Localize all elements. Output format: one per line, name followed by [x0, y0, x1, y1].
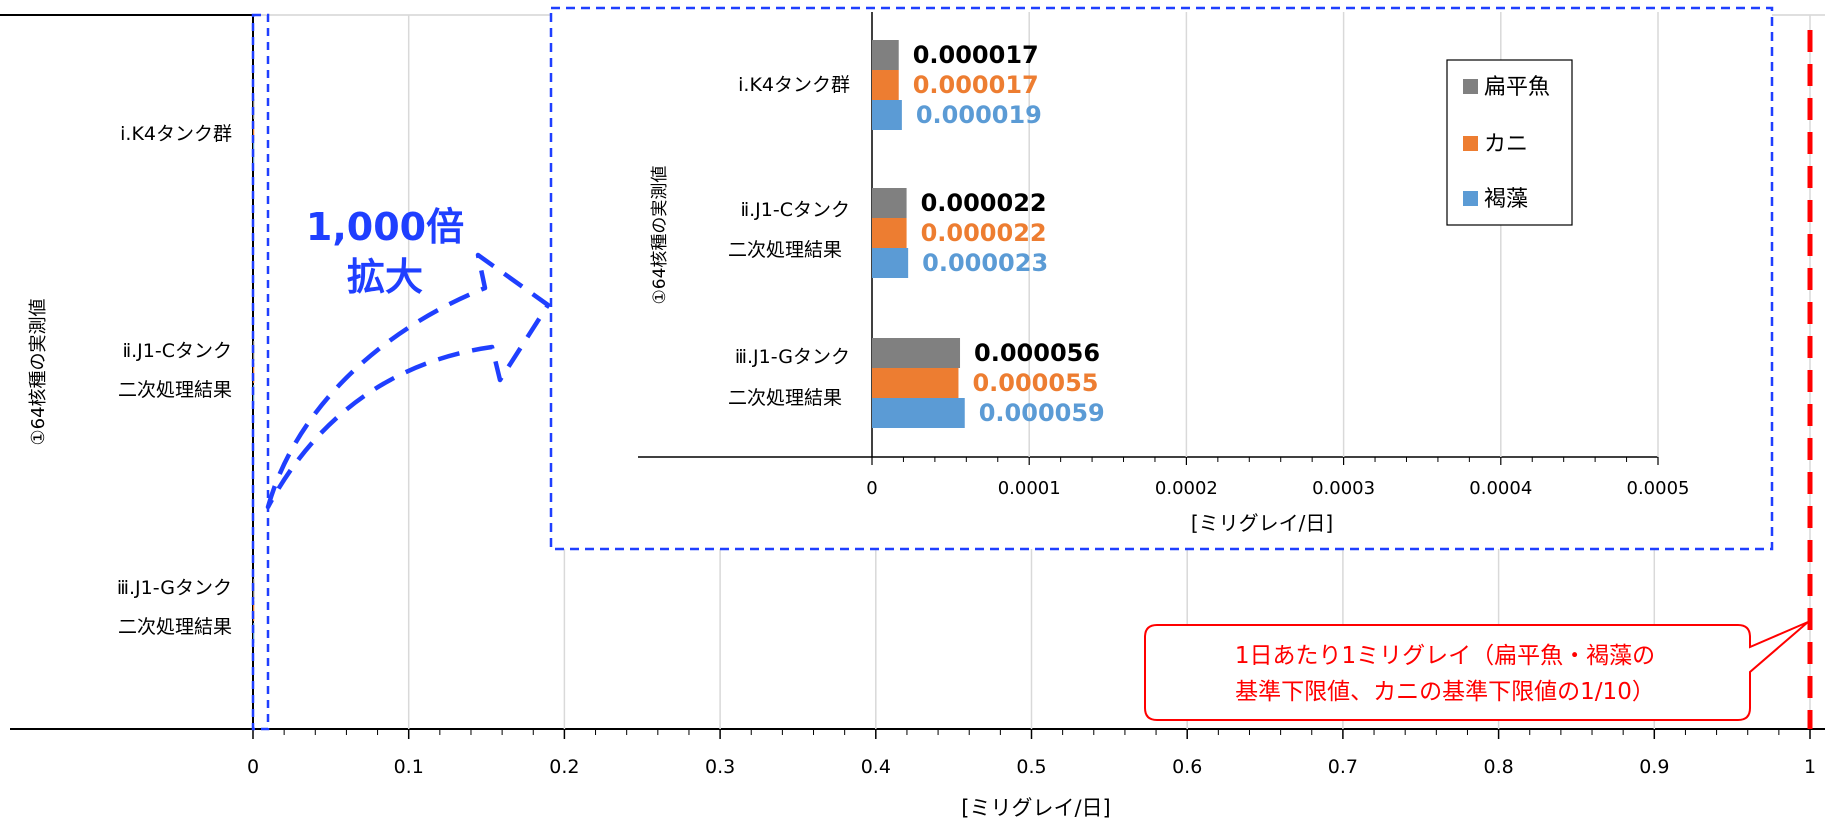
zoom-arrow — [265, 252, 551, 510]
inset-data-label-crab-3: 0.000055 — [972, 369, 1098, 397]
inset-bar-crab-1 — [872, 70, 899, 100]
main-tick-label: 0.6 — [1172, 756, 1202, 778]
inset-category-3-label: ⅲ.J1-Gタンク — [735, 346, 850, 368]
main-tick-label: 0.7 — [1328, 756, 1358, 778]
main-tick-label: 0.1 — [394, 756, 424, 778]
main-tick-label: 0.8 — [1483, 756, 1513, 778]
inset-category-2-label: ⅱ.J1-Cタンク — [740, 199, 850, 221]
legend-swatch-flatfish — [1463, 79, 1478, 94]
inset-category-3-sublabel: 二次処理結果 — [728, 387, 842, 409]
inset-bar-flatfish-3 — [872, 338, 961, 368]
limit-callout-box — [1144, 621, 1809, 721]
main-tick-label: 0.3 — [705, 756, 735, 778]
inset-category-1-label: ⅰ.K4タンク群 — [738, 74, 850, 96]
inset-tick-label: 0.0001 — [998, 478, 1061, 499]
limit-callout-line1: 1日あたり1ミリグレイ（扁平魚・褐藻の — [1235, 643, 1655, 669]
inset-data-label-crab-1: 0.000017 — [913, 71, 1039, 99]
legend-label-flatfish: 扁平魚 — [1484, 75, 1550, 100]
inset-bars: 0.000017 0.000022 0.000056 0.000017 0.000022… — [872, 40, 1105, 428]
zoom-factor-label: 1,000倍 — [306, 205, 464, 249]
legend-swatch-crab — [1463, 136, 1478, 151]
main-tick-label: 1 — [1804, 756, 1816, 778]
main-tick-label: 0 — [247, 756, 259, 778]
inset-chart-frame — [549, 6, 1774, 551]
main-category-3-label: ⅲ.J1-Gタンク — [117, 577, 232, 599]
legend-label-seaweed: 褐藻 — [1484, 187, 1528, 212]
inset-tick-label: 0.0002 — [1155, 478, 1218, 499]
inset-tick-label: 0.0004 — [1469, 478, 1532, 499]
inset-data-label-seaweed-3: 0.000059 — [979, 399, 1105, 427]
main-bar-crab-1 — [253, 121, 255, 141]
inset-category-2-sublabel: 二次処理結果 — [728, 239, 842, 261]
inset-bar-seaweed-3 — [872, 398, 965, 428]
inset-data-label-crab-2: 0.000022 — [921, 219, 1047, 247]
main-category-3-sublabel: 二次処理結果 — [118, 616, 232, 638]
main-category-1-label: ⅰ.K4タンク群 — [120, 123, 232, 145]
inset-bar-seaweed-2 — [872, 248, 909, 278]
main-tick-label: 0.5 — [1016, 756, 1046, 778]
inset-data-label-flatfish-2: 0.000022 — [921, 189, 1047, 217]
inset-data-label-flatfish-3: 0.000056 — [974, 339, 1100, 367]
main-tick-label: 0.9 — [1639, 756, 1669, 778]
inset-bar-crab-2 — [872, 218, 907, 248]
inset-tick-label: 0.0005 — [1627, 478, 1690, 499]
main-y-axis-title: ①64核種の実測値 — [28, 298, 49, 445]
legend-swatch-seaweed — [1463, 191, 1478, 206]
inset-tick-label: 0.0003 — [1312, 478, 1375, 499]
main-tick-label: 0.4 — [861, 756, 891, 778]
inset-x-ticks: 0 0.0001 0.0002 0.0003 0.0004 0.0005 — [866, 457, 1689, 499]
main-x-axis-title: [ミリグレイ/日] — [961, 796, 1110, 818]
main-x-ticks: 0 0.1 0.2 0.3 0.4 0.5 0.6 0.7 0.8 0.9 1 — [247, 729, 1816, 778]
inset-bar-flatfish-1 — [872, 40, 899, 70]
inset-y-axis-title: ①64核種の実測値 — [650, 166, 670, 305]
legend-label-crab: カニ — [1484, 132, 1528, 157]
inset-x-axis-title: [ミリグレイ/日] — [1191, 511, 1333, 535]
inset-bar-flatfish-2 — [872, 188, 907, 218]
limit-callout-line2: 基準下限値、カニの基準下限値の1/10） — [1235, 679, 1655, 705]
inset-data-label-seaweed-2: 0.000023 — [922, 249, 1048, 277]
inset-bar-crab-3 — [872, 368, 959, 398]
main-tick-label: 0.2 — [549, 756, 579, 778]
inset-bar-seaweed-1 — [872, 100, 902, 130]
inset-data-label-flatfish-1: 0.000017 — [913, 41, 1039, 69]
zoom-region-box — [251, 13, 270, 731]
inset-data-label-seaweed-1: 0.000019 — [916, 101, 1042, 129]
inset-tick-label: 0 — [866, 478, 877, 499]
zoom-factor-sublabel: 拡大 — [347, 255, 423, 299]
main-category-2-label: ⅱ.J1-Cタンク — [122, 340, 232, 362]
main-category-2-sublabel: 二次処理結果 — [118, 379, 232, 401]
